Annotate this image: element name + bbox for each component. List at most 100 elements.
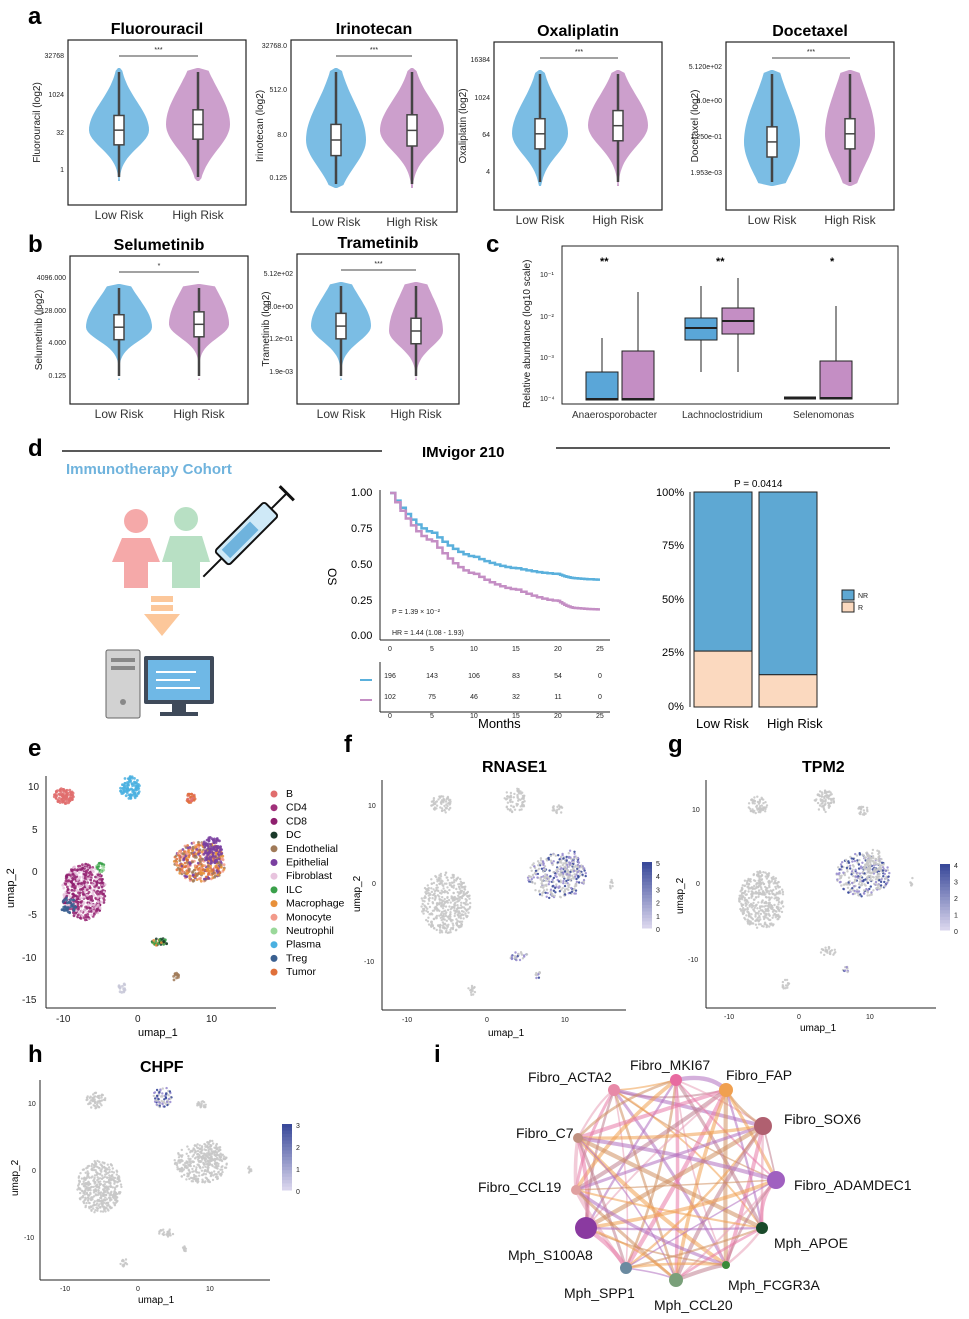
umap-point-epithelial bbox=[209, 843, 213, 846]
umap-feature-point bbox=[741, 895, 745, 898]
umap-point-myeloid bbox=[179, 849, 182, 853]
network-node-label: Mph_CCL20 bbox=[654, 1297, 733, 1313]
umap-feature-point bbox=[781, 984, 784, 987]
umap-feature-point bbox=[107, 1201, 110, 1205]
color-scale-step bbox=[940, 867, 950, 872]
umap-point-treg bbox=[65, 898, 68, 902]
umap-e-xtick: -10 bbox=[56, 1014, 71, 1025]
umap-feature-point bbox=[770, 922, 773, 925]
umap-feature-point bbox=[774, 885, 777, 889]
umap-feature-point bbox=[754, 811, 757, 815]
umap-feature-point bbox=[861, 861, 864, 864]
boxplot-group-label: Anaerosporobacter bbox=[572, 410, 658, 421]
umap-feature-point bbox=[856, 859, 859, 862]
umap-feature-point bbox=[540, 867, 544, 870]
umap-point-plasma bbox=[136, 779, 139, 782]
umap-feature-point bbox=[825, 949, 829, 952]
umap-feature-point bbox=[868, 879, 872, 882]
violin-ytick: 1.9e-03 bbox=[269, 369, 293, 376]
umap-point-tcells bbox=[77, 871, 81, 874]
umap-feature-point bbox=[824, 800, 827, 803]
umap-feature-point bbox=[457, 914, 460, 917]
umap-feature-point bbox=[102, 1180, 106, 1183]
umap-feature-point bbox=[743, 879, 747, 882]
umap-feature-point bbox=[745, 899, 749, 902]
umap-feature-point bbox=[549, 891, 553, 894]
umap-feature-point bbox=[90, 1208, 93, 1212]
umap-point-tcells bbox=[96, 896, 100, 899]
umap-feature-point bbox=[870, 893, 873, 896]
umap-feature-point bbox=[531, 863, 534, 867]
umap-feature-point bbox=[848, 883, 851, 886]
violin-ytick: 512.0 bbox=[269, 87, 287, 94]
umap-feature-point bbox=[174, 1161, 177, 1165]
umap-point-tcells bbox=[72, 914, 76, 918]
umap-feature-point bbox=[573, 855, 576, 858]
umap-feature-point bbox=[97, 1188, 100, 1192]
umap-feature-point bbox=[538, 889, 541, 892]
umap-feature-point bbox=[854, 875, 857, 878]
umap-feature-point bbox=[532, 876, 535, 879]
umap-feature-point bbox=[529, 866, 532, 869]
umap-feature-point bbox=[448, 881, 451, 885]
violin-xlabel: High Risk bbox=[592, 213, 644, 227]
umap-feature-point bbox=[562, 862, 565, 865]
umap-feature-point bbox=[777, 903, 780, 906]
umap-feature-point bbox=[442, 884, 445, 888]
umap-feature-point bbox=[858, 886, 861, 889]
umap-feature-point bbox=[109, 1163, 113, 1166]
umap-feature-point bbox=[827, 806, 831, 809]
umap-feature-point bbox=[432, 927, 436, 930]
umap-feature-point bbox=[548, 896, 551, 900]
umap-point-myeloid bbox=[196, 867, 200, 871]
umap-feature-point bbox=[98, 1203, 101, 1206]
umap-point-plasma bbox=[135, 781, 138, 785]
umap-feature-point bbox=[845, 882, 848, 885]
umap-feature-point bbox=[870, 871, 874, 875]
km-xtick: 25 bbox=[596, 646, 604, 653]
umap-feature-point bbox=[452, 881, 456, 884]
umap-point-ilc bbox=[95, 866, 99, 869]
umap-feature-point bbox=[774, 877, 778, 880]
umap-feature-point bbox=[764, 810, 767, 813]
umap-feature-point bbox=[562, 879, 565, 883]
umap-point-myeloid bbox=[195, 847, 199, 851]
umap-feature-point bbox=[111, 1186, 115, 1189]
color-scale-step bbox=[642, 924, 652, 929]
umap-feature-point bbox=[120, 1185, 123, 1189]
umap-feature-point bbox=[215, 1173, 218, 1176]
umap-feature-point bbox=[853, 885, 856, 888]
umap-feature-point bbox=[93, 1176, 96, 1180]
umap-point-tcells bbox=[71, 872, 75, 876]
umap-feature-point bbox=[84, 1205, 87, 1209]
umap-e-ytick: 10 bbox=[28, 782, 40, 793]
umap-feature-point bbox=[101, 1093, 105, 1097]
umap-feature-point bbox=[828, 790, 831, 793]
umap-feature-point bbox=[445, 911, 448, 914]
umap-point-tumor bbox=[190, 792, 193, 796]
umap-point-tcells bbox=[90, 913, 94, 917]
umap-feature-point bbox=[566, 873, 569, 876]
umap-feature-point bbox=[840, 874, 843, 877]
legend-label-nr: NR bbox=[858, 593, 868, 600]
umap-feature-point bbox=[196, 1178, 200, 1181]
umap-point-tcells bbox=[71, 877, 74, 880]
violin-sig-label: *** bbox=[154, 47, 162, 54]
umap-feature-point bbox=[86, 1173, 90, 1177]
umap-feature-point bbox=[568, 875, 571, 878]
umap-feature-point bbox=[183, 1249, 186, 1253]
umap-point-ilc bbox=[97, 861, 101, 865]
umap-feature-point bbox=[457, 883, 460, 886]
umap-feature-point bbox=[469, 901, 472, 905]
km-xtick: 15 bbox=[512, 646, 520, 653]
umap-feature-point bbox=[757, 910, 761, 913]
umap-feature-point bbox=[420, 897, 423, 900]
umap-feature-point bbox=[584, 872, 587, 875]
umap-point-epithelial bbox=[212, 847, 215, 851]
violin-ytick: 1024 bbox=[48, 92, 64, 99]
umap-feature-point bbox=[859, 893, 862, 896]
umap-feature-point bbox=[77, 1183, 81, 1186]
umap-feature-point bbox=[100, 1203, 104, 1206]
umap-feature-point bbox=[247, 1167, 250, 1170]
umap-feature-point bbox=[549, 859, 553, 862]
